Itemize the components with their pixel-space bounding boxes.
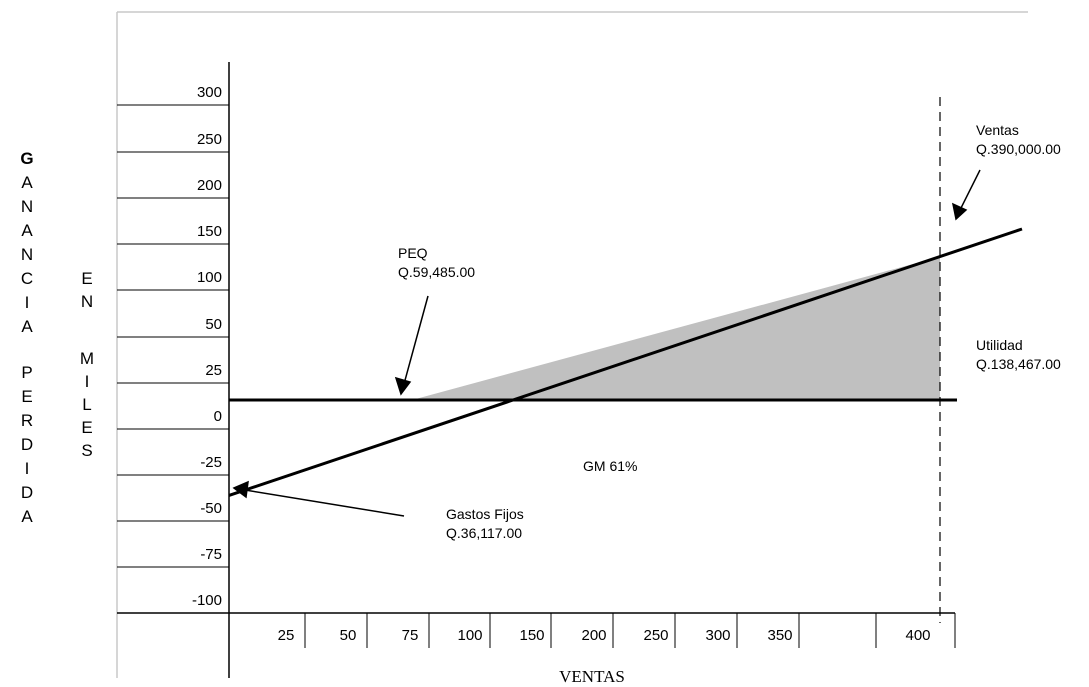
y-label-letter: D — [21, 435, 33, 454]
y-label-letter: I — [25, 459, 30, 478]
peq-arrow — [403, 295, 429, 385]
y-label-letter: S — [81, 441, 92, 460]
y-tick-label: -50 — [200, 500, 222, 517]
annotation-peq-label: PEQ — [398, 245, 428, 261]
y-label-letter: N — [81, 292, 93, 311]
gastos-arrow — [244, 489, 405, 517]
y-label-letter: I — [85, 372, 90, 391]
y-label-letter: P — [21, 363, 32, 382]
y-label-letter: R — [21, 411, 33, 430]
annotation-arrows — [232, 169, 981, 517]
x-tick-label: 350 — [767, 627, 792, 644]
annotation-ventas: Ventas Q.390,000.00 — [976, 122, 1061, 157]
x-tick-label: 100 — [457, 627, 482, 644]
y-label-left: G A N A N C I A P E R D I D A — [20, 149, 33, 526]
y-label-letter: L — [82, 395, 91, 414]
y-label-letter: C — [21, 269, 33, 288]
x-tick-label: 150 — [519, 627, 544, 644]
x-tick-label: 200 — [581, 627, 606, 644]
y-tick-label: -100 — [192, 592, 222, 609]
y-tick-label: 200 — [197, 177, 222, 194]
gastos-arrowhead — [232, 480, 249, 499]
x-tick-label: 50 — [340, 627, 357, 644]
y-label-letter: E — [81, 269, 92, 288]
y-label-letter: E — [81, 418, 92, 437]
x-tick-label: 75 — [402, 627, 419, 644]
annotation-ventas-value: Q.390,000.00 — [976, 141, 1061, 157]
y-label-letter: A — [21, 173, 33, 192]
y-tick-label: 150 — [197, 223, 222, 240]
y-tick-label: 100 — [197, 269, 222, 286]
y-label-letter: N — [21, 197, 33, 216]
y-tick-label: 250 — [197, 131, 222, 148]
annotation-gastos-value: Q.36,117.00 — [446, 525, 522, 541]
ventas-arrow — [960, 169, 981, 209]
y-tick-labels: 300 250 200 150 100 50 25 0 -25 -50 -75 … — [192, 84, 222, 609]
annotation-ventas-label: Ventas — [976, 122, 1019, 138]
y-label-letter: M — [80, 349, 94, 368]
x-axis-label: VENTAS — [559, 667, 625, 686]
y-tick-label: -75 — [200, 546, 222, 563]
y-tick-label: 300 — [197, 84, 222, 101]
annotation-gastos: Gastos Fijos Q.36,117.00 — [446, 506, 524, 541]
x-tick-label: 25 — [278, 627, 295, 644]
annotation-utilidad-value: Q.138,467.00 — [976, 356, 1061, 372]
y-label-letter: N — [21, 245, 33, 264]
annotation-utilidad-label: Utilidad — [976, 337, 1023, 353]
y-label-letter: G — [20, 149, 33, 168]
series-line — [228, 227, 1023, 497]
ventas-arrowhead — [951, 202, 968, 221]
y-label-letter: E — [21, 387, 32, 406]
profit-area — [412, 256, 940, 400]
y-label-letter: I — [25, 293, 30, 312]
x-tick-label: 250 — [643, 627, 668, 644]
y-label-letter: A — [21, 507, 33, 526]
annotation-peq-value: Q.59,485.00 — [398, 264, 475, 280]
x-tick-labels: 25 50 75 100 150 200 250 300 350 400 — [278, 627, 931, 644]
peq-arrowhead — [394, 376, 412, 396]
y-tick-label: -25 — [200, 454, 222, 471]
y-tick-label: 50 — [205, 316, 222, 333]
y-label-letter: A — [21, 221, 33, 240]
annotation-peq: PEQ Q.59,485.00 — [398, 245, 475, 280]
y-label-right: E N M I L E S — [80, 269, 94, 460]
annotation-gastos-label: Gastos Fijos — [446, 506, 524, 522]
x-tick-label: 300 — [705, 627, 730, 644]
annotation-gm: GM 61% — [583, 458, 637, 474]
y-label-letter: A — [21, 317, 33, 336]
annotation-utilidad: Utilidad Q.138,467.00 — [976, 337, 1061, 372]
x-tick-label: 400 — [905, 627, 930, 644]
y-tick-label: 0 — [214, 408, 222, 425]
y-tick-label: 25 — [205, 362, 222, 379]
y-label-letter: D — [21, 483, 33, 502]
